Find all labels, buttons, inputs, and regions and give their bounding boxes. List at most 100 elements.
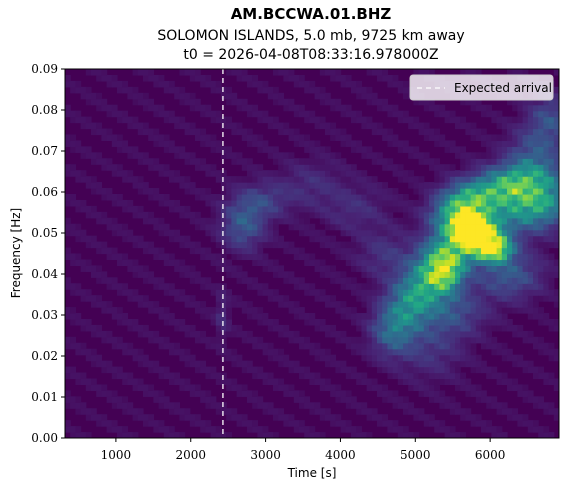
heatmap-cell — [215, 176, 222, 183]
heatmap-cell — [366, 289, 373, 296]
heatmap-cell — [507, 384, 513, 391]
heatmap-cell — [517, 182, 524, 189]
heatmap-cell — [215, 259, 222, 266]
heatmap-cell — [330, 104, 336, 112]
heatmap-cell — [283, 295, 290, 302]
heatmap-cell — [392, 199, 399, 207]
heatmap-cell — [236, 330, 243, 338]
heatmap-cell — [429, 223, 435, 231]
heatmap-cell — [122, 229, 128, 237]
heatmap-cell — [434, 384, 440, 391]
heatmap-cell — [215, 211, 222, 219]
heatmap-cell — [70, 229, 76, 237]
heatmap-cell — [382, 271, 388, 278]
heatmap-cell — [444, 432, 451, 438]
heatmap-cell — [382, 342, 388, 350]
heatmap-cell — [460, 342, 466, 350]
heatmap-cell — [491, 271, 498, 278]
heatmap-cell — [387, 253, 394, 261]
heatmap-cell — [423, 199, 430, 207]
heatmap-cell — [522, 110, 529, 118]
heatmap-cell — [429, 384, 435, 391]
heatmap-cell — [496, 229, 503, 237]
heatmap-cell — [117, 140, 123, 147]
heatmap-cell — [507, 253, 513, 261]
heatmap-cell — [80, 152, 87, 159]
heatmap-cell — [491, 318, 498, 326]
heatmap-cell — [455, 188, 461, 195]
heatmap-cell — [475, 271, 482, 278]
heatmap-cell — [423, 390, 430, 397]
heatmap-cell — [351, 241, 357, 249]
heatmap-cell — [262, 116, 269, 124]
heatmap-cell — [397, 265, 404, 272]
heatmap-cell — [481, 140, 487, 147]
heatmap-cell — [221, 324, 227, 332]
heatmap-cell — [553, 122, 559, 130]
heatmap-cell — [75, 140, 82, 147]
heatmap-cell — [309, 432, 316, 438]
heatmap-cell — [517, 301, 524, 308]
heatmap-cell — [517, 134, 524, 142]
heatmap-cell — [210, 366, 217, 374]
heatmap-cell — [267, 342, 274, 350]
heatmap-cell — [491, 265, 498, 272]
heatmap-cell — [377, 307, 383, 314]
heatmap-cell — [309, 182, 316, 189]
heatmap-cell — [143, 247, 149, 255]
heatmap-cell — [553, 98, 559, 106]
heatmap-cell — [325, 271, 331, 278]
heatmap-cell — [496, 271, 503, 278]
heatmap-cell — [304, 426, 310, 433]
heatmap-cell — [444, 426, 451, 433]
heatmap-cell — [221, 176, 227, 183]
heatmap-cell — [371, 69, 378, 76]
heatmap-cell — [179, 241, 186, 249]
heatmap-cell — [501, 313, 508, 320]
heatmap-cell — [345, 283, 352, 290]
heatmap-cell — [101, 384, 108, 391]
heatmap-cell — [522, 158, 529, 165]
heatmap-cell — [361, 289, 368, 296]
heatmap-cell — [475, 354, 482, 362]
heatmap-cell — [429, 283, 435, 290]
heatmap-cell — [288, 217, 295, 225]
heatmap-cell — [449, 199, 456, 207]
heatmap-cell — [153, 253, 160, 261]
heatmap-cell — [507, 134, 513, 142]
heatmap-cell — [538, 342, 544, 350]
heatmap-cell — [397, 426, 404, 433]
heatmap-cell — [252, 80, 258, 88]
heatmap-cell — [356, 223, 362, 231]
heatmap-cell — [189, 277, 196, 284]
heatmap-cell — [455, 146, 461, 153]
heatmap-cell — [319, 378, 326, 386]
heatmap-cell — [507, 146, 513, 153]
heatmap-cell — [325, 223, 331, 231]
heatmap-cell — [231, 229, 238, 237]
heatmap-cell — [517, 69, 524, 76]
heatmap-cell — [273, 384, 279, 391]
heatmap-cell — [449, 295, 456, 302]
heatmap-cell — [366, 384, 373, 391]
heatmap-cell — [132, 122, 139, 130]
heatmap-cell — [507, 301, 513, 308]
heatmap-cell — [481, 426, 487, 433]
heatmap-cell — [475, 307, 482, 314]
heatmap-cell — [293, 128, 300, 136]
heatmap-cell — [449, 253, 456, 261]
heatmap-cell — [247, 420, 253, 427]
heatmap-cell — [455, 199, 461, 207]
heatmap-cell — [361, 283, 368, 290]
heatmap-cell — [283, 170, 290, 177]
heatmap-cell — [460, 146, 466, 153]
heatmap-cell — [392, 307, 399, 314]
heatmap-cell — [231, 205, 238, 213]
heatmap-cell — [366, 188, 373, 195]
heatmap-cell — [340, 336, 347, 344]
heatmap-cell — [387, 199, 394, 207]
heatmap-cell — [470, 295, 477, 302]
heatmap-cell — [252, 396, 258, 403]
heatmap-cell — [236, 265, 243, 272]
heatmap-cell — [148, 74, 154, 82]
